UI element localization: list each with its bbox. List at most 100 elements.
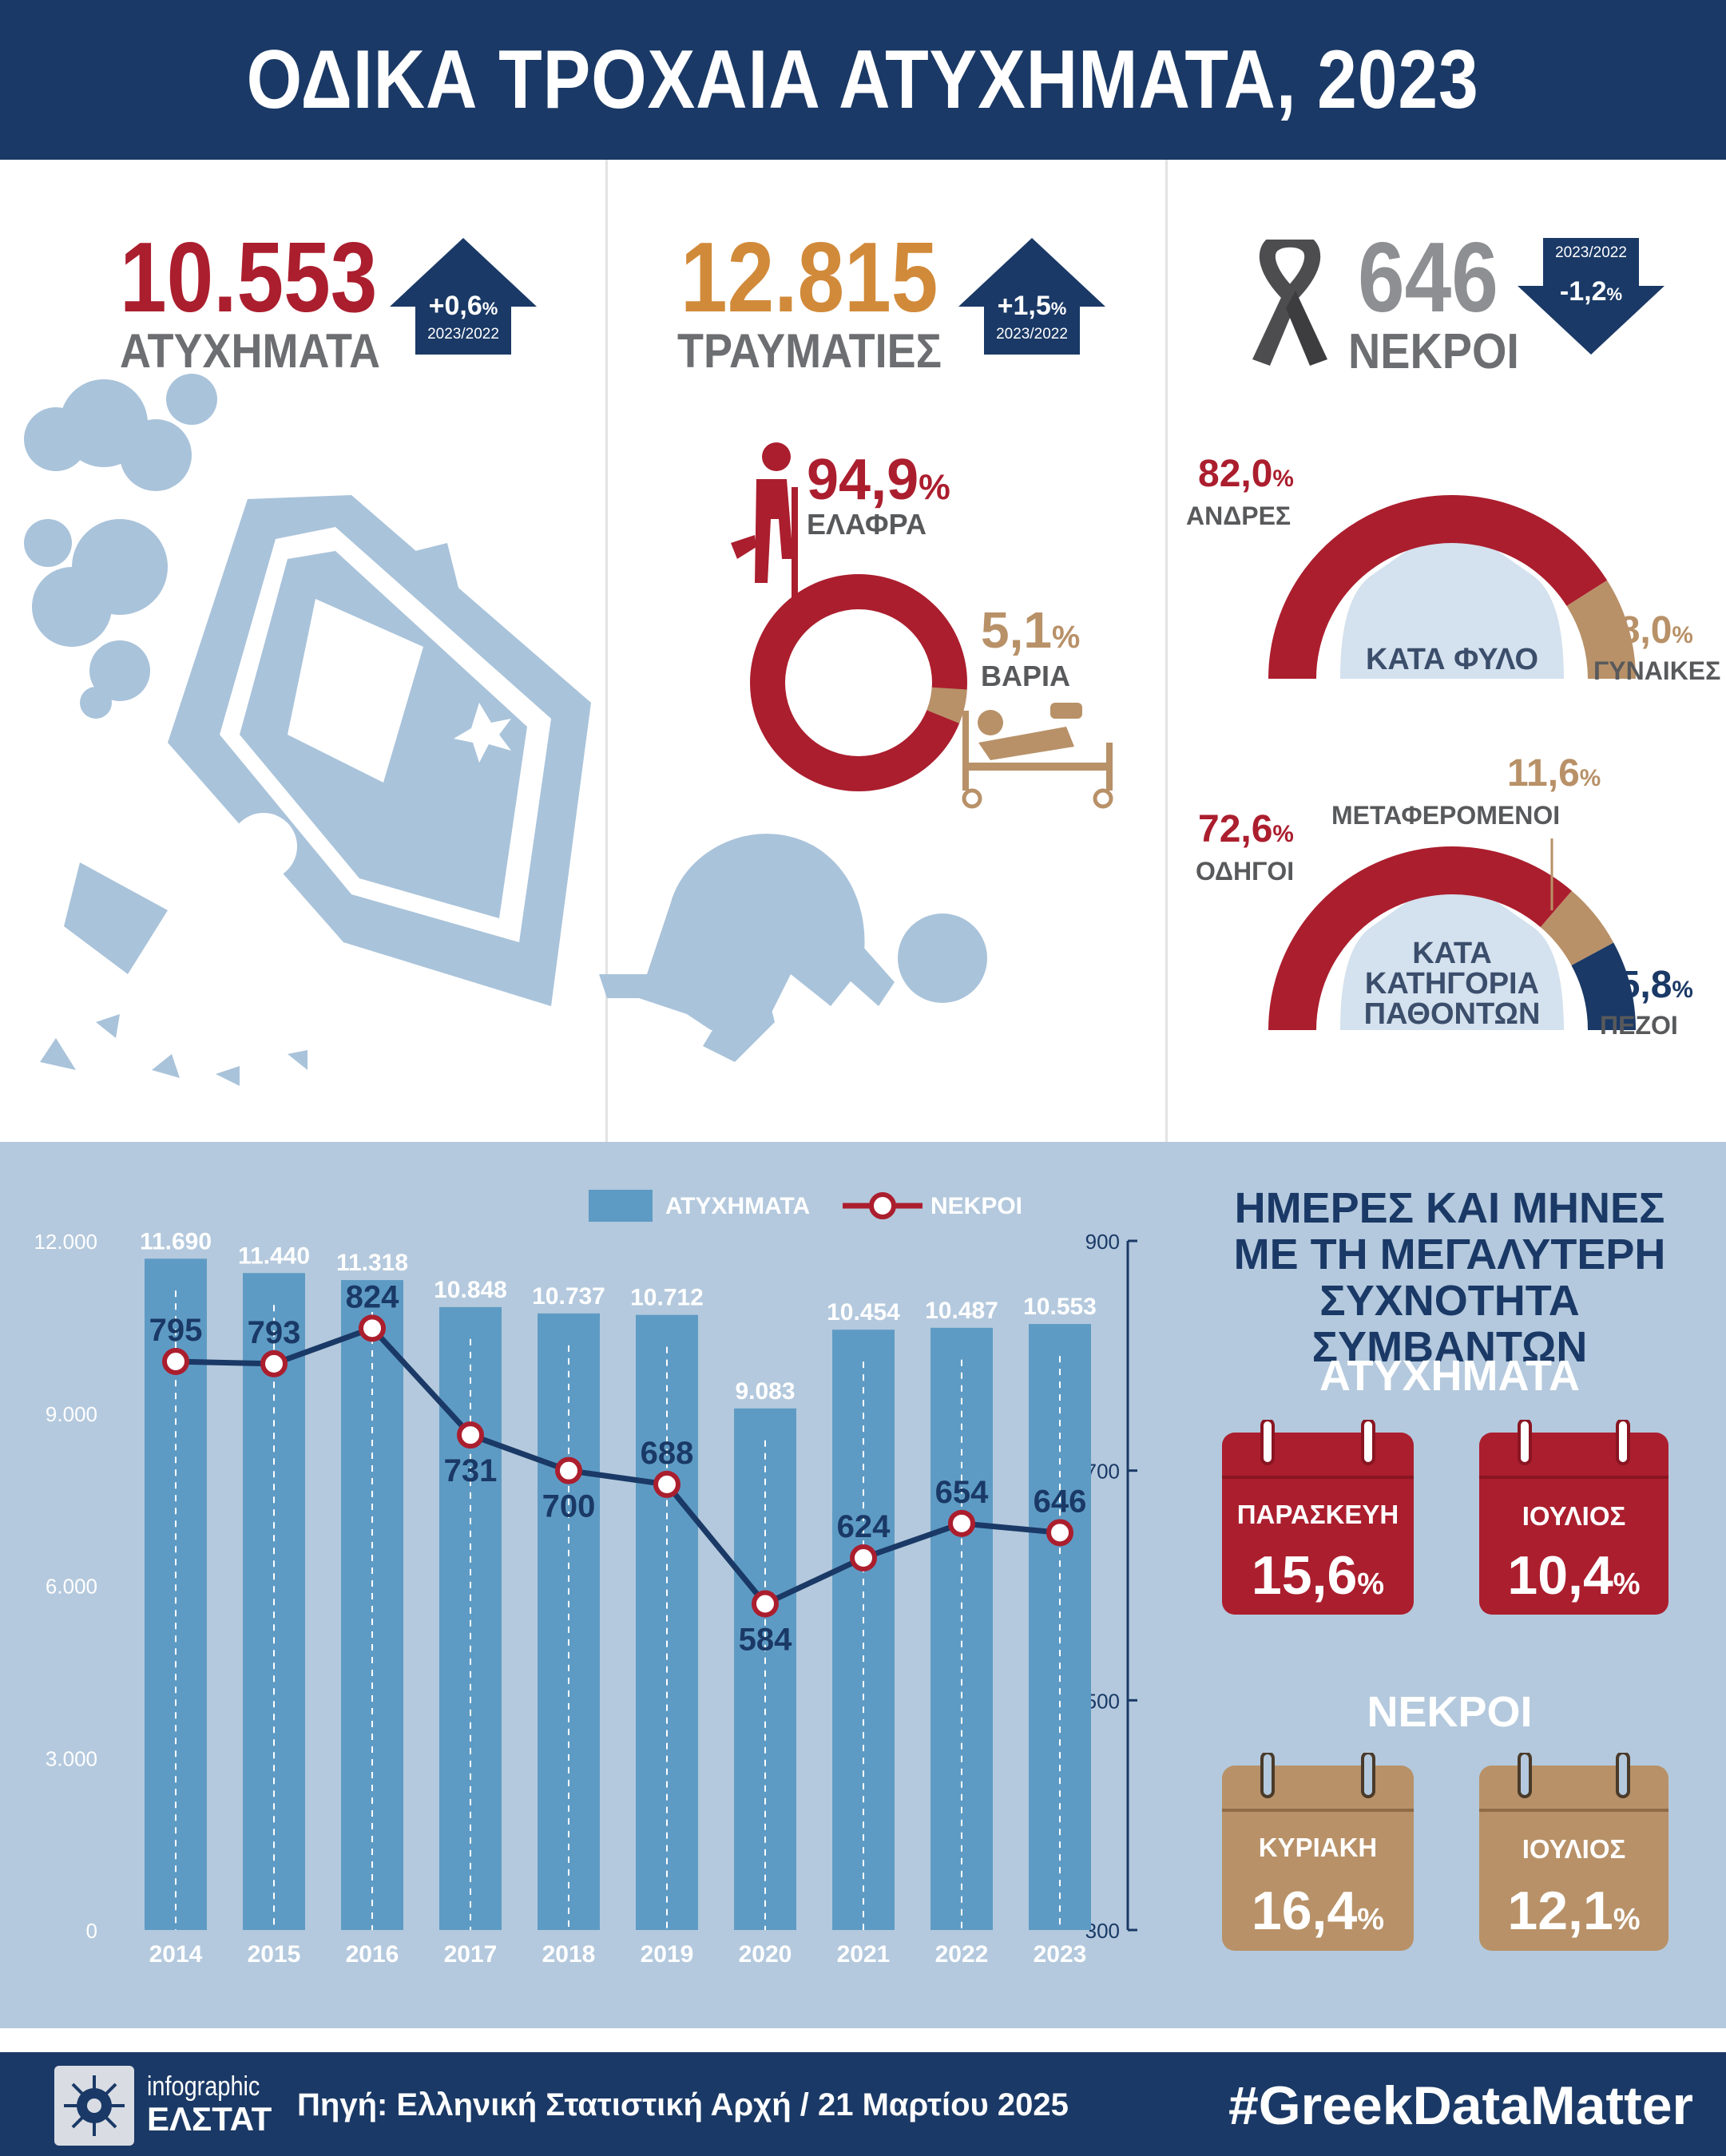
up-arrow-icon xyxy=(390,238,537,355)
passengers-pct: 11,6% xyxy=(1507,752,1601,795)
point-deaths xyxy=(948,1509,975,1537)
y-left-tick-label: 6.000 xyxy=(46,1575,97,1599)
men-pct: 82,0% xyxy=(1198,453,1294,495)
calendar-icon xyxy=(1479,1420,1668,1615)
footer-bar xyxy=(0,2052,1726,2156)
category-chart-title: ΚΑΤΑ ΚΑΤΗΓΟΡΙΑ ΠΑΘΟΝΤΩΝ xyxy=(1363,937,1541,1031)
point-deaths xyxy=(752,1590,779,1618)
point-value-label: 795 xyxy=(149,1313,203,1348)
legend-swatch-accidents xyxy=(589,1190,653,1222)
point-deaths xyxy=(1046,1519,1073,1547)
header-bar: ΟΔΙΚΑ ΤΡΟΧΑΙΑ ΑΤΥΧΗΜΑΤΑ, 2023 xyxy=(0,0,1726,160)
deaths-label: ΝΕΚΡΟΙ xyxy=(1348,324,1519,379)
bar-value-label: 11.318 xyxy=(336,1250,408,1276)
accidents-deaths-combo-chart: 03.0006.0009.00012.00030050070090011.690… xyxy=(34,1228,1137,1968)
injured-total: 12.815 xyxy=(680,223,938,333)
point-deaths xyxy=(260,1349,288,1377)
point-value-label: 654 xyxy=(935,1475,989,1510)
mourning-ribbon-icon xyxy=(1252,240,1327,366)
drivers-label: ΟΔΗΓΟΙ xyxy=(1196,857,1295,886)
point-deaths xyxy=(555,1456,582,1484)
page-title: ΟΔΙΚΑ ΤΡΟΧΑΙΑ ΑΤΥΧΗΜΑΤΑ, 2023 xyxy=(247,33,1479,126)
bar-value-label: 10.553 xyxy=(1023,1294,1097,1320)
bar-value-label: 10.487 xyxy=(925,1298,998,1324)
deaths-day-label: ΚΥΡΙΑΚΗ xyxy=(1258,1833,1378,1862)
point-deaths xyxy=(457,1421,484,1449)
severe-injury-pct: 5,1% xyxy=(981,601,1081,659)
gender-semicircle-chart xyxy=(1268,495,1636,680)
pedestrians-label: ΠΕΖΟΙ xyxy=(1600,1011,1678,1040)
light-injury-label: ΕΛΑΦΡΑ xyxy=(807,508,926,541)
bar-accidents xyxy=(538,1313,600,1930)
bar-value-label: 11.440 xyxy=(238,1242,310,1269)
elstat-logo-icon xyxy=(54,2066,134,2146)
deaths-month-label: ΙΟΥΛΙΟΣ xyxy=(1522,1834,1626,1864)
down-arrow-icon xyxy=(1518,238,1664,355)
hospital-bed-icon xyxy=(962,703,1113,809)
accidents-month-label: ΙΟΥΛΙΟΣ xyxy=(1522,1501,1626,1531)
point-value-label: 824 xyxy=(346,1279,399,1314)
injured-label: ΤΡΑΥΜΑΤΙΕΣ xyxy=(677,324,942,378)
point-deaths xyxy=(162,1348,189,1376)
line-deaths xyxy=(175,1325,1061,1607)
deaths-total: 646 xyxy=(1358,223,1498,333)
accidents-period: 2023/2022 xyxy=(427,326,499,343)
point-value-label: 584 xyxy=(739,1623,792,1658)
point-value-label: 793 xyxy=(248,1315,301,1350)
calendar-icon xyxy=(1222,1420,1414,1615)
footer-brand-small: infographic xyxy=(147,2071,260,2102)
frequency-title: ΗΜΕΡΕΣ ΚΑΙ ΜΗΝΕΣ ΜΕ ΤΗ ΜΕΓΑΛΥΤΕΡΗ ΣΥΧΝΟΤ… xyxy=(1233,1184,1666,1371)
women-pct: 18,0% xyxy=(1597,609,1693,652)
column-divider xyxy=(605,160,608,1142)
bar-accidents xyxy=(341,1280,403,1930)
accidents-total: 10.553 xyxy=(120,223,378,333)
bar-value-label: 11.690 xyxy=(140,1228,212,1254)
x-tick-label: 2016 xyxy=(346,1941,399,1968)
column-divider xyxy=(1165,160,1168,1142)
accidents-change: +0,6% xyxy=(428,291,498,321)
point-value-label: 646 xyxy=(1034,1484,1087,1519)
y-left-tick-label: 9.000 xyxy=(46,1402,97,1426)
bar-value-label: 10.712 xyxy=(630,1285,704,1311)
legend-label-accidents: ΑΤΥΧΗΜΑΤΑ xyxy=(665,1193,811,1219)
x-tick-label: 2014 xyxy=(149,1941,203,1968)
x-tick-label: 2023 xyxy=(1034,1941,1087,1968)
deaths-change: -1,2% xyxy=(1559,276,1623,307)
category-semicircle-chart xyxy=(1268,838,1636,1031)
injury-donut-chart xyxy=(731,442,1113,809)
y-right-tick-label: 900 xyxy=(1085,1230,1120,1254)
injured-change: +1,5% xyxy=(997,291,1067,321)
footer-brand: ΕΛΣΤΑΤ xyxy=(147,2100,272,2138)
accidents-label: ΑΤΥΧΗΜΑΤΑ xyxy=(120,324,381,378)
women-label: ΓΥΝΑΙΚΕΣ xyxy=(1593,656,1721,685)
light-injury-pct: 94,9% xyxy=(807,448,950,512)
y-left-tick-label: 0 xyxy=(86,1919,97,1943)
legend-swatch-deaths xyxy=(843,1192,923,1219)
point-value-label: 688 xyxy=(641,1436,694,1471)
bar-value-label: 9.083 xyxy=(735,1378,795,1405)
x-tick-label: 2018 xyxy=(542,1941,596,1968)
deaths-day-value: 16,4% xyxy=(1251,1881,1385,1941)
calendar-icon xyxy=(1479,1753,1668,1951)
point-value-label: 700 xyxy=(542,1489,596,1524)
footer-source: Πηγή: Ελληνική Στατιστική Αρχή / 21 Μαρτ… xyxy=(297,2087,1069,2122)
bar-value-label: 10.454 xyxy=(827,1299,900,1326)
x-tick-label: 2015 xyxy=(248,1941,301,1968)
point-deaths xyxy=(653,1470,680,1498)
injured-period: 2023/2022 xyxy=(996,326,1068,343)
point-deaths xyxy=(850,1544,877,1571)
accidents-month-value: 10,4% xyxy=(1507,1545,1641,1606)
footer-hashtag: #GreekDataMatter xyxy=(1228,2075,1693,2136)
point-deaths xyxy=(359,1314,386,1342)
x-tick-label: 2019 xyxy=(641,1941,694,1968)
x-tick-label: 2020 xyxy=(739,1941,792,1968)
point-value-label: 624 xyxy=(837,1509,891,1544)
bar-accidents xyxy=(636,1314,698,1930)
men-label: ΑΝΔΡΕΣ xyxy=(1186,501,1292,530)
frequency-deaths-heading: ΝΕΚΡΟΙ xyxy=(1367,1688,1533,1736)
crutch-person-icon xyxy=(731,442,798,607)
bar-value-label: 10.848 xyxy=(434,1277,507,1303)
passengers-label: ΜΕΤΑΦΕΡΟΜΕΝΟΙ xyxy=(1331,801,1561,830)
x-tick-label: 2022 xyxy=(935,1941,989,1968)
bar-value-label: 10.737 xyxy=(532,1283,605,1310)
